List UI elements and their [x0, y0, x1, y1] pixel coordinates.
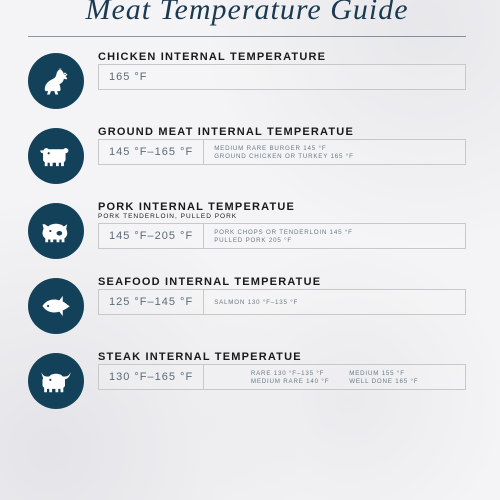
bull-icon	[28, 353, 84, 409]
row-chicken: CHICKEN INTERNAL TEMPERATURE 165 °F	[28, 51, 466, 109]
rows-container: CHICKEN INTERNAL TEMPERATURE 165 °F GROU…	[28, 51, 466, 409]
temp-details: SALMON 130 °F–135 °F	[204, 290, 465, 314]
chicken-icon	[28, 53, 84, 109]
row-steak: STEAK INTERNAL TEMPERATUE 130 °F–165 °F …	[28, 351, 466, 409]
detail-line: RARE 130 °F–135 °F	[251, 370, 329, 377]
temp-value: 145 °F–165 °F	[99, 140, 203, 164]
row-pork: PORK INTERNAL TEMPERATUE PORK TENDERLOIN…	[28, 201, 466, 259]
detail-line: MEDIUM RARE 140 °F	[251, 378, 329, 385]
row-heading: GROUND MEAT INTERNAL TEMPERATUE	[98, 126, 466, 138]
temp-value: 130 °F–165 °F	[99, 365, 203, 389]
pig-icon	[28, 203, 84, 259]
temp-value: 145 °F–205 °F	[99, 224, 203, 248]
temp-value: 165 °F	[99, 65, 158, 89]
row-subheading: PORK TENDERLOIN, PULLED PORK	[98, 213, 466, 220]
detail-line: WELL DONE 165 °F	[349, 378, 418, 385]
temperature-guide-card: Meat Temperature Guide CHICKEN INTERNAL …	[0, 0, 500, 500]
detail-line: MEDIUM 155 °F	[349, 370, 418, 377]
row-content: PORK INTERNAL TEMPERATUE PORK TENDERLOIN…	[98, 201, 466, 249]
temp-details: PORK CHOPS OR TENDERLOIN 145 °F PULLED P…	[204, 224, 465, 248]
fish-icon	[28, 278, 84, 334]
temp-box: 125 °F–145 °F SALMON 130 °F–135 °F	[98, 289, 466, 315]
detail-line: SALMON 130 °F–135 °F	[214, 299, 455, 306]
detail-line: PULLED PORK 205 °F	[214, 237, 455, 244]
detail-col-right: MEDIUM 155 °F WELL DONE 165 °F	[349, 370, 418, 385]
row-heading: PORK INTERNAL TEMPERATUE	[98, 201, 466, 213]
detail-line: PORK CHOPS OR TENDERLOIN 145 °F	[214, 229, 455, 236]
temp-details: RARE 130 °F–135 °F MEDIUM RARE 140 °F ME…	[204, 365, 465, 389]
row-heading: SEAFOOD INTERNAL TEMPERATUE	[98, 276, 466, 288]
temp-box: 130 °F–165 °F RARE 130 °F–135 °F MEDIUM …	[98, 364, 466, 390]
detail-line: MEDIUM RARE BURGER 145 °F	[214, 145, 455, 152]
row-heading: STEAK INTERNAL TEMPERATUE	[98, 351, 466, 363]
row-ground-meat: GROUND MEAT INTERNAL TEMPERATUE 145 °F–1…	[28, 126, 466, 184]
row-heading: CHICKEN INTERNAL TEMPERATURE	[98, 51, 466, 63]
row-content: SEAFOOD INTERNAL TEMPERATUE 125 °F–145 °…	[98, 276, 466, 315]
row-content: CHICKEN INTERNAL TEMPERATURE 165 °F	[98, 51, 466, 90]
temp-details: MEDIUM RARE BURGER 145 °F GROUND CHICKEN…	[204, 140, 465, 164]
temp-box: 145 °F–205 °F PORK CHOPS OR TENDERLOIN 1…	[98, 223, 466, 249]
detail-line: GROUND CHICKEN OR TURKEY 165 °F	[214, 153, 455, 160]
divider	[28, 36, 466, 37]
row-content: GROUND MEAT INTERNAL TEMPERATUE 145 °F–1…	[98, 126, 466, 165]
row-seafood: SEAFOOD INTERNAL TEMPERATUE 125 °F–145 °…	[28, 276, 466, 334]
cow-icon	[28, 128, 84, 184]
temp-box: 165 °F	[98, 64, 466, 90]
row-content: STEAK INTERNAL TEMPERATUE 130 °F–165 °F …	[98, 351, 466, 390]
page-title: Meat Temperature Guide	[28, 0, 466, 34]
detail-col-left: RARE 130 °F–135 °F MEDIUM RARE 140 °F	[251, 370, 329, 385]
temp-box: 145 °F–165 °F MEDIUM RARE BURGER 145 °F …	[98, 139, 466, 165]
temp-value: 125 °F–145 °F	[99, 290, 203, 314]
